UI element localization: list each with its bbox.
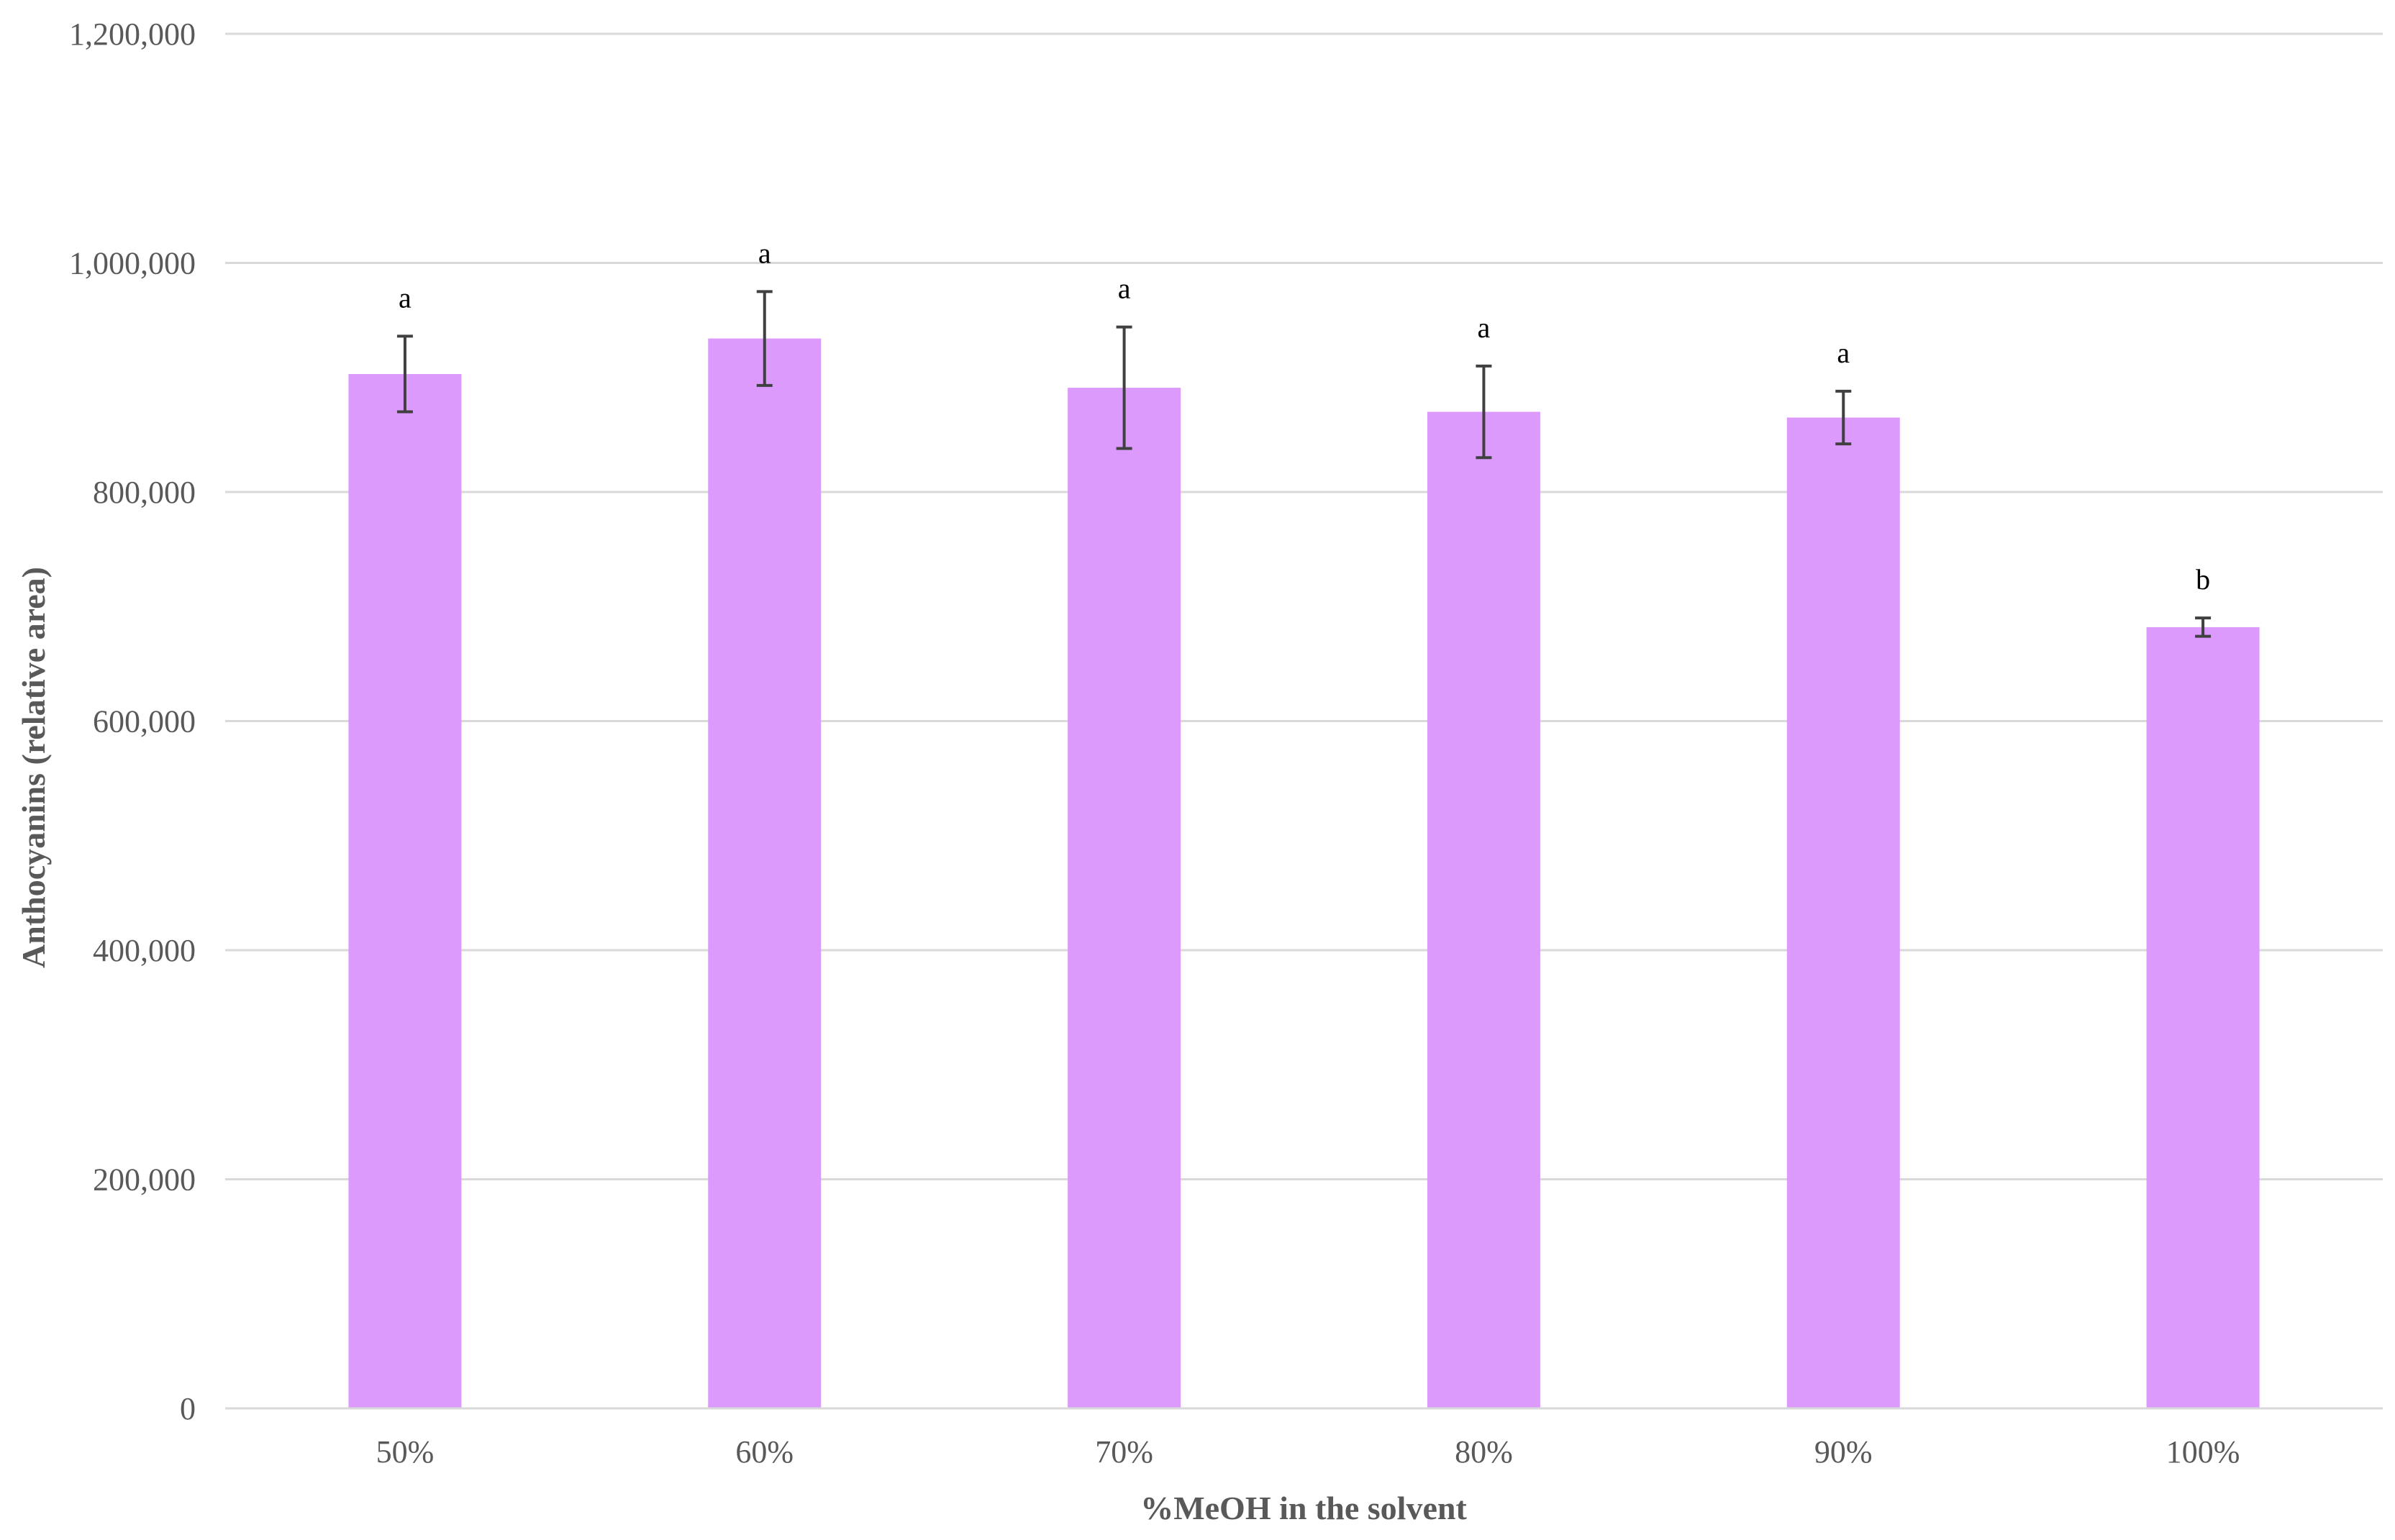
x-tick-label: 100% xyxy=(2166,1434,2240,1470)
x-tick-label: 80% xyxy=(1455,1434,1513,1470)
significance-letter: a xyxy=(399,281,412,314)
y-tick-label: 600,000 xyxy=(93,704,196,739)
y-axis-title: Anthocyanins (relative area) xyxy=(15,567,52,968)
y-tick-label: 400,000 xyxy=(93,933,196,968)
bar xyxy=(348,373,462,1409)
y-tick-label: 1,200,000 xyxy=(69,17,196,52)
error-bars xyxy=(396,290,2212,638)
error-bar xyxy=(1116,325,1132,450)
bar xyxy=(1786,417,1900,1408)
x-axis-ticks: 50% 60% 70% 80% 90% 100% xyxy=(225,1407,2383,1470)
significance-letter: b xyxy=(2196,563,2210,596)
error-bar xyxy=(756,290,773,387)
y-axis-ticks: 0 200,000 400,000 600,000 800,000 1,000,000 1,… xyxy=(69,17,196,1426)
gridlines xyxy=(225,32,2383,1410)
error-bar xyxy=(1835,389,1852,446)
y-tick-label: 0 xyxy=(180,1391,196,1426)
x-axis-title: %MeOH in the solvent xyxy=(1140,1490,1467,1526)
bar xyxy=(1427,411,1540,1408)
error-bar xyxy=(1476,364,1492,460)
bars xyxy=(348,338,2260,1409)
error-bar xyxy=(396,334,413,414)
x-tick-label: 90% xyxy=(1814,1434,1873,1470)
bar xyxy=(708,338,822,1409)
x-tick-label: 60% xyxy=(735,1434,794,1470)
significance-letters: a a a a a b xyxy=(399,237,2210,596)
bar xyxy=(1068,388,1181,1408)
bar xyxy=(2146,627,2260,1408)
y-tick-label: 800,000 xyxy=(93,475,196,510)
x-tick-label: 50% xyxy=(376,1434,435,1470)
y-tick-label: 1,000,000 xyxy=(69,246,196,281)
significance-letter: a xyxy=(1118,273,1131,305)
significance-letter: a xyxy=(1837,337,1850,369)
error-bar xyxy=(2195,616,2212,638)
significance-letter: a xyxy=(1478,311,1491,344)
significance-letter: a xyxy=(758,237,771,269)
x-tick-label: 70% xyxy=(1095,1434,1153,1470)
y-tick-label: 200,000 xyxy=(93,1162,196,1198)
